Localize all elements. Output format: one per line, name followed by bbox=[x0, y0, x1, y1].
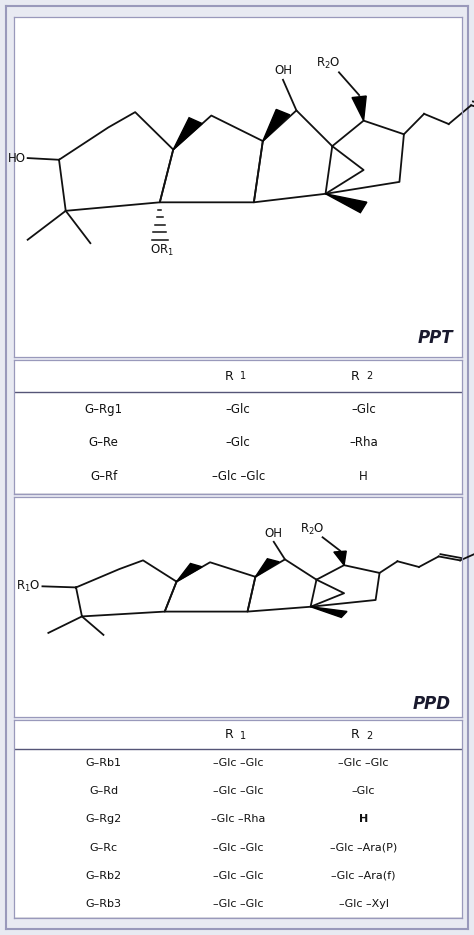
Text: G–Rc: G–Rc bbox=[90, 842, 118, 853]
Text: –Glc –Glc: –Glc –Glc bbox=[213, 899, 264, 909]
Text: R: R bbox=[351, 728, 364, 741]
Text: –Glc –Ara(P): –Glc –Ara(P) bbox=[330, 842, 397, 853]
Text: OH: OH bbox=[265, 527, 283, 540]
Polygon shape bbox=[255, 559, 279, 577]
Text: G–Rg1: G–Rg1 bbox=[85, 402, 123, 415]
Polygon shape bbox=[263, 109, 290, 141]
Polygon shape bbox=[310, 607, 347, 617]
Text: R$_1$O: R$_1$O bbox=[16, 579, 40, 594]
Text: G–Rf: G–Rf bbox=[90, 470, 118, 483]
Text: HO: HO bbox=[8, 151, 26, 165]
Text: 2: 2 bbox=[366, 371, 372, 381]
Text: R: R bbox=[226, 728, 238, 741]
Text: G–Rb3: G–Rb3 bbox=[86, 899, 122, 909]
Text: –Glc: –Glc bbox=[226, 402, 251, 415]
Text: –Glc –Glc: –Glc –Glc bbox=[213, 842, 264, 853]
Text: G–Rb1: G–Rb1 bbox=[86, 757, 122, 768]
Text: –Glc –Glc: –Glc –Glc bbox=[213, 870, 264, 881]
Text: PPT: PPT bbox=[418, 329, 453, 347]
Polygon shape bbox=[326, 194, 367, 212]
Polygon shape bbox=[173, 118, 202, 150]
Polygon shape bbox=[334, 551, 346, 565]
Text: G–Rd: G–Rd bbox=[89, 786, 118, 796]
Text: –Glc –Glc: –Glc –Glc bbox=[338, 757, 389, 768]
Text: 1: 1 bbox=[240, 731, 246, 741]
Text: R$_2$O: R$_2$O bbox=[316, 56, 340, 71]
Text: R: R bbox=[226, 369, 238, 382]
Text: 1: 1 bbox=[240, 371, 246, 381]
Polygon shape bbox=[352, 96, 366, 121]
Text: OR$_1$: OR$_1$ bbox=[150, 243, 174, 258]
Text: PPD: PPD bbox=[413, 695, 451, 712]
Text: –Rha: –Rha bbox=[349, 437, 378, 450]
Text: G–Rb2: G–Rb2 bbox=[86, 870, 122, 881]
Text: –Glc: –Glc bbox=[352, 786, 375, 796]
Text: –Glc –Rha: –Glc –Rha bbox=[211, 814, 265, 825]
Text: H: H bbox=[359, 814, 368, 825]
Text: R: R bbox=[351, 369, 364, 382]
Text: –Glc –Glc: –Glc –Glc bbox=[213, 757, 264, 768]
Text: –Glc –Ara(f): –Glc –Ara(f) bbox=[331, 870, 396, 881]
Text: G–Re: G–Re bbox=[89, 437, 119, 450]
Text: –Glc –Glc: –Glc –Glc bbox=[213, 786, 264, 796]
Text: G–Rg2: G–Rg2 bbox=[86, 814, 122, 825]
Text: R$_2$O: R$_2$O bbox=[301, 522, 325, 537]
Text: –Glc: –Glc bbox=[351, 402, 376, 415]
Text: –Glc –Xyl: –Glc –Xyl bbox=[338, 899, 389, 909]
Text: H: H bbox=[359, 470, 368, 483]
Text: –Glc –Glc: –Glc –Glc bbox=[211, 470, 265, 483]
Text: –Glc: –Glc bbox=[226, 437, 251, 450]
Polygon shape bbox=[176, 564, 202, 582]
Text: 2: 2 bbox=[366, 731, 372, 741]
Text: OH: OH bbox=[274, 65, 292, 77]
